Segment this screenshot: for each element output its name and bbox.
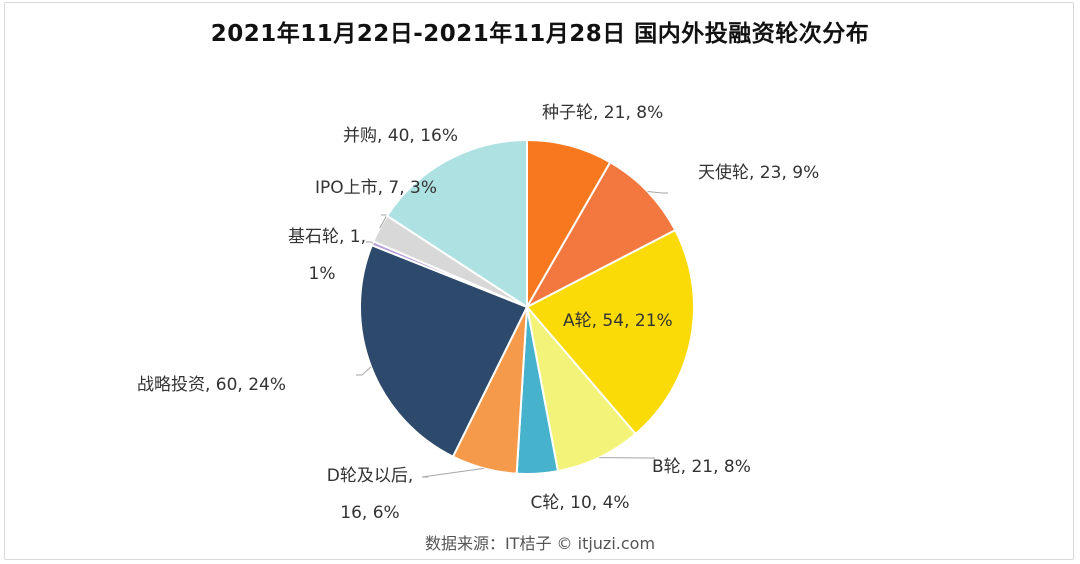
pie-slice-0 (526, 138, 612, 311)
slice-label-8: IPO上市, 7, 3% (315, 178, 437, 198)
pie-slice-2 (525, 228, 695, 436)
slice-label-2: A轮, 54, 21% (563, 311, 673, 331)
pie-slice-1 (524, 160, 677, 310)
leader-line-6 (356, 366, 372, 376)
slice-label-3: B轮, 21, 8% (652, 457, 751, 477)
pie-slice-3 (525, 303, 637, 473)
leader-line-7 (366, 241, 374, 244)
chart-source: 数据来源：IT桔子 © itjuzi.com (424, 534, 656, 553)
slice-label-7: 基石轮, 1, 1% (288, 227, 366, 284)
slice-label-4: C轮, 10, 4% (530, 493, 629, 513)
slice-label-5: D轮及以后, 16, 6% (327, 466, 414, 523)
slice-label-0: 种子轮, 21, 8% (542, 103, 663, 123)
slice-label-9: 并购, 40, 16% (343, 126, 458, 146)
slice-label-1: 天使轮, 23, 9% (698, 162, 819, 183)
pie-slice-9 (385, 138, 528, 309)
slice-label-6: 战略投资, 60, 24% (137, 375, 286, 395)
leader-line-1 (647, 191, 668, 194)
leader-line-5 (421, 467, 484, 478)
chart-title: 2021年11月22日-2021年11月28日 国内外投融资轮次分布 (210, 21, 870, 47)
